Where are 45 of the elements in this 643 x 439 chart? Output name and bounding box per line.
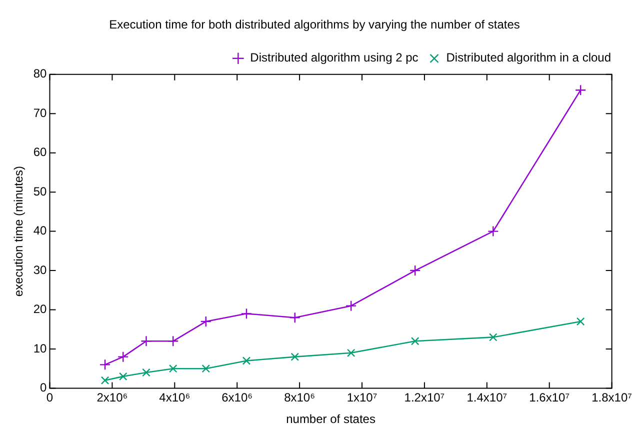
chart-title: Execution time for both distributed algorithms by varying the number of states [109, 18, 520, 32]
point [489, 333, 498, 342]
x-tick-label: 2x10⁶ [96, 390, 128, 405]
y-tick-label: 20 [33, 302, 48, 316]
point [409, 264, 421, 276]
point [118, 372, 128, 381]
x-tick-label: 1.8x10⁷ [592, 390, 632, 405]
y-tick-label: 0 [40, 380, 48, 395]
point [118, 351, 129, 362]
point [140, 336, 152, 347]
point [576, 317, 585, 326]
point [289, 312, 300, 324]
y-axis-title: execution time (minutes) [12, 166, 26, 297]
point [574, 84, 586, 96]
point [346, 348, 356, 358]
point [200, 316, 212, 328]
point [142, 368, 150, 377]
x-tick-label: 6x10⁶ [222, 390, 253, 405]
x-tick-label: 1x10⁷ [346, 390, 378, 405]
y-tick-label: 50 [33, 184, 48, 198]
y-tick-label: 60 [33, 145, 48, 160]
x-tick-label: 1.2x10⁷ [404, 390, 445, 405]
x-tick-label: 4x10⁶ [159, 390, 190, 405]
point [488, 226, 499, 237]
point [240, 308, 252, 320]
x-tick-label: 8x10⁶ [284, 390, 316, 405]
y-tick-label: 10 [33, 341, 48, 356]
x-tick-label: 1.4x10⁷ [466, 390, 508, 405]
y-tick-label: 80 [33, 66, 48, 81]
point [168, 364, 178, 373]
point [99, 359, 111, 370]
point [100, 376, 110, 384]
point [202, 364, 210, 373]
point [167, 336, 179, 347]
x-tick-label: 1.6x10⁷ [529, 390, 570, 405]
point [290, 352, 300, 361]
point [345, 300, 357, 312]
point [242, 356, 251, 365]
y-tick-label: 30 [33, 262, 48, 277]
point [410, 336, 420, 346]
legend-label: Distributed algorithm in a cloud [446, 50, 611, 65]
x-axis-title: number of states [286, 412, 376, 426]
y-tick-label: 40 [33, 224, 48, 238]
y-tick-label: 70 [33, 106, 48, 120]
legend-label: Distributed algorithm using 2 pc [250, 50, 418, 65]
